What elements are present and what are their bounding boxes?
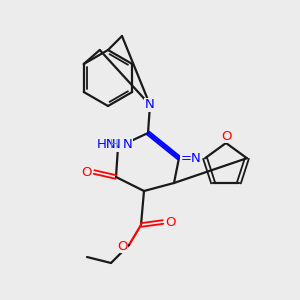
Text: N: N — [111, 139, 121, 152]
Text: H: H — [110, 137, 119, 151]
Text: O: O — [166, 215, 176, 229]
Text: =N: =N — [181, 152, 202, 164]
Text: O: O — [82, 166, 92, 178]
Text: O: O — [117, 239, 127, 253]
Text: N: N — [123, 137, 133, 151]
Text: H: H — [106, 139, 115, 152]
Text: HN: HN — [96, 139, 116, 152]
Text: O: O — [221, 130, 231, 142]
Text: N: N — [145, 98, 155, 112]
